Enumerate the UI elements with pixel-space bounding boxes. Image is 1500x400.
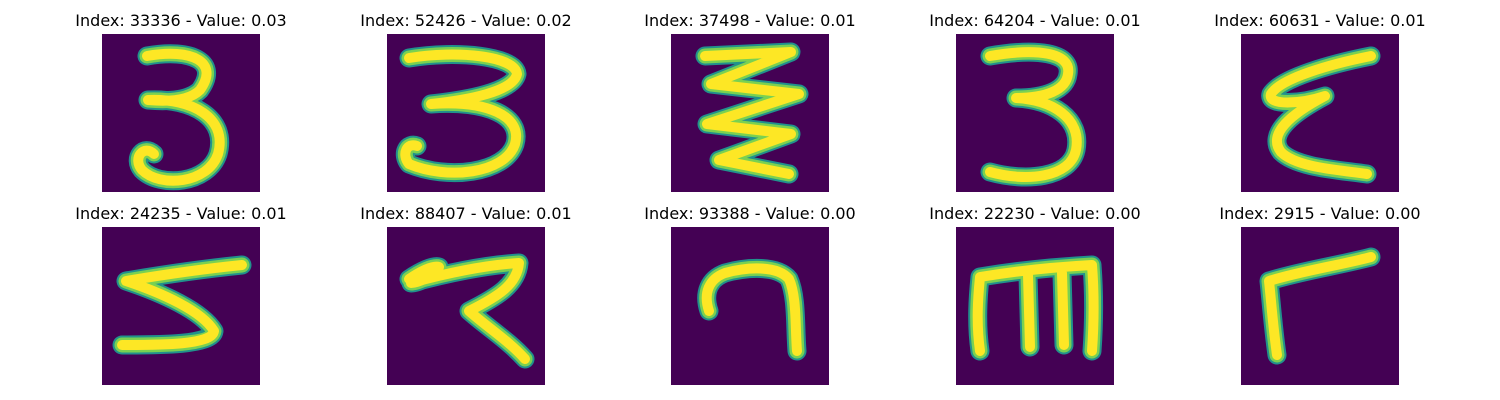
- panel-5: Index: 60631 - Value: 0.01: [1170, 10, 1470, 194]
- panel-4: Index: 64204 - Value: 0.01: [885, 10, 1185, 194]
- digit-7-icon: [671, 227, 829, 385]
- digit-3-icon: [102, 34, 260, 192]
- panel-title: Index: 60631 - Value: 0.01: [1214, 11, 1426, 30]
- panel-title: Index: 52426 - Value: 0.02: [360, 11, 572, 30]
- panel-title: Index: 88407 - Value: 0.01: [360, 204, 572, 223]
- letter-r-icon: [1241, 227, 1399, 385]
- panel-3: Index: 37498 - Value: 0.01: [600, 10, 900, 194]
- zigzag-hook-icon: [387, 227, 545, 385]
- panel-6: Index: 24235 - Value: 0.01: [31, 203, 331, 387]
- letter-m-icon: [956, 227, 1114, 385]
- panel-8: Index: 93388 - Value: 0.00: [600, 203, 900, 387]
- panel-1: Index: 33336 - Value: 0.03: [31, 10, 331, 194]
- panel-title: Index: 22230 - Value: 0.00: [929, 204, 1141, 223]
- panel-title: Index: 33336 - Value: 0.03: [75, 11, 287, 30]
- panel-7: Index: 88407 - Value: 0.01: [316, 203, 616, 387]
- panel-2: Index: 52426 - Value: 0.02: [316, 10, 616, 194]
- digit-3-flat-icon: [387, 34, 545, 192]
- panel-10: Index: 2915 - Value: 0.00: [1170, 203, 1470, 387]
- panel-title: Index: 2915 - Value: 0.00: [1219, 204, 1421, 223]
- digit-5-icon: [102, 227, 260, 385]
- panel-title: Index: 24235 - Value: 0.01: [75, 204, 287, 223]
- panel-title: Index: 93388 - Value: 0.00: [644, 204, 856, 223]
- digit-3-icon: [956, 34, 1114, 192]
- panel-title: Index: 37498 - Value: 0.01: [644, 11, 856, 30]
- panel-9: Index: 22230 - Value: 0.00: [885, 203, 1185, 387]
- panel-title: Index: 64204 - Value: 0.01: [929, 11, 1141, 30]
- zigzag-icon: [671, 34, 829, 192]
- epsilon-icon: [1241, 34, 1399, 192]
